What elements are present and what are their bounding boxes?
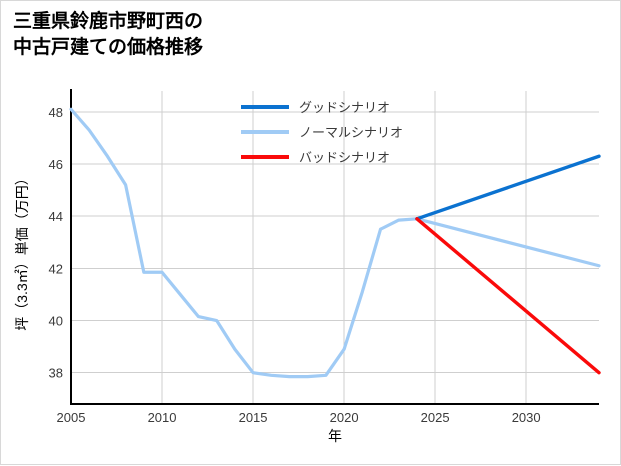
series-line-bad bbox=[415, 217, 601, 375]
y-tick-label: 42 bbox=[49, 261, 63, 276]
y-tick-label: 44 bbox=[49, 209, 63, 224]
axis-lines bbox=[69, 89, 599, 406]
x-axis-tick-labels: 2005 2010 2015 2020 2025 2030 bbox=[57, 410, 541, 425]
page-title: 三重県鈴鹿市野町西の 中古戸建ての価格推移 bbox=[13, 11, 204, 58]
y-tick-label: 48 bbox=[49, 105, 63, 120]
legend-label: ノーマルシナリオ bbox=[299, 125, 403, 140]
legend-label: バッドシナリオ bbox=[299, 150, 390, 165]
y-tick-label: 40 bbox=[49, 314, 63, 329]
x-tick-label: 2020 bbox=[330, 410, 359, 425]
y-axis-title: 坪（3.3㎡）単価（万円） bbox=[14, 171, 30, 330]
x-tick-label: 2030 bbox=[512, 410, 541, 425]
series-line-good bbox=[415, 154, 601, 221]
x-tick-label: 2025 bbox=[421, 410, 450, 425]
y-axis-tick-labels: 38 40 42 44 46 48 bbox=[49, 105, 63, 381]
y-tick-label: 46 bbox=[49, 157, 63, 172]
data-series-group bbox=[69, 107, 601, 379]
x-tick-label: 2010 bbox=[148, 410, 177, 425]
legend-label: グッドシナリオ bbox=[299, 100, 390, 115]
x-axis-title: 年 bbox=[328, 428, 342, 444]
x-tick-label: 2005 bbox=[57, 410, 86, 425]
y-tick-label: 38 bbox=[49, 366, 63, 381]
series-line-normal bbox=[69, 107, 601, 379]
x-tick-label: 2015 bbox=[239, 410, 268, 425]
